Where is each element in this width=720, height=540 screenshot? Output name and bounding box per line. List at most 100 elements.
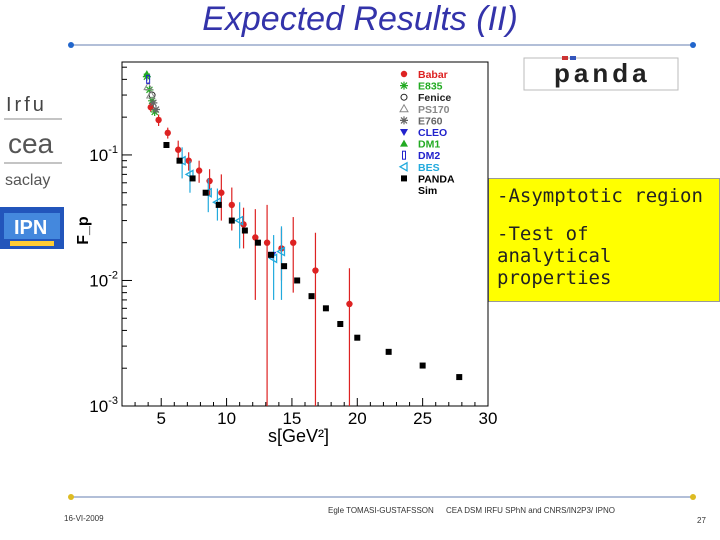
legend-entry: DM1 <box>400 139 440 151</box>
data-point <box>143 81 154 91</box>
data-point <box>402 150 406 160</box>
x-axis-label: s[GeV²] <box>268 426 329 446</box>
data-point <box>400 93 408 101</box>
data-point <box>263 239 271 246</box>
data-point <box>290 239 297 246</box>
legend-label: E760 <box>418 115 443 127</box>
data-point <box>268 251 275 258</box>
data-point <box>155 116 162 124</box>
y-tick-label: 10-2 <box>89 269 118 290</box>
logo-cea-text: cea <box>8 128 54 159</box>
data-point <box>175 146 182 153</box>
legend-entry: Fenice <box>400 92 451 104</box>
data-point <box>401 175 407 182</box>
data-point <box>308 293 315 300</box>
legend-entry: E760 <box>400 115 443 127</box>
data-point <box>346 300 353 308</box>
data-point <box>254 239 261 246</box>
rule-dot-right <box>690 494 696 500</box>
series-babar <box>147 102 353 406</box>
data-point <box>400 129 408 136</box>
panda-logo: panda <box>523 56 679 91</box>
series-ps170 <box>143 81 156 99</box>
data-point <box>276 246 286 257</box>
data-point <box>202 189 209 196</box>
data-point <box>218 189 225 196</box>
data-point <box>164 129 171 137</box>
legend-label: Babar <box>418 69 448 81</box>
x-tick-label: 5 <box>156 409 165 428</box>
x-tick-label: 25 <box>413 409 432 428</box>
data-point <box>400 81 408 90</box>
data-point <box>337 321 344 328</box>
data-point <box>240 221 247 228</box>
x-tick-label: 20 <box>348 409 367 428</box>
note-asymptotic: -Asymptotic region <box>497 185 703 207</box>
legend-entry: Babar <box>400 69 448 81</box>
data-point <box>322 305 329 312</box>
legend-label: DM1 <box>418 139 440 151</box>
legend-entry: E835 <box>400 81 443 93</box>
data-point <box>385 348 392 355</box>
note-analytical: -Test of analytical properties <box>497 223 612 289</box>
data-point <box>185 157 192 164</box>
data-point <box>145 90 156 99</box>
ipn-logo: IPN <box>0 207 64 249</box>
data-point <box>195 167 203 174</box>
data-point <box>281 263 288 270</box>
data-point <box>163 141 170 148</box>
series-e760 <box>149 98 160 114</box>
legend-label: BES <box>418 162 440 174</box>
data-point <box>228 217 235 224</box>
legend-entry: BES <box>398 161 440 174</box>
data-point <box>146 74 151 84</box>
x-tick-label: 30 <box>479 409 498 428</box>
data-point <box>419 362 426 369</box>
logo-irfu-text: Irfu <box>6 95 47 116</box>
footer-author: Egle TOMASI-GUSTAFSSON <box>328 506 434 515</box>
irfu-cea-saclay-logo: Irfu cea saclay <box>4 95 62 189</box>
legend-label: PS170 <box>418 104 450 116</box>
legend-label: CLEO <box>418 127 447 139</box>
legend-entry: CLEO <box>400 127 447 139</box>
rule-dot-right <box>690 42 696 48</box>
data-point <box>400 116 408 125</box>
legend-label: E835 <box>418 81 443 93</box>
form-factor-chart: 5 10 15 20 25 30 10-1 10-2 10-3 s[GeV²] F_p BabarE8… <box>75 61 498 446</box>
x-tick-label: 15 <box>282 409 301 428</box>
data-point <box>176 157 183 164</box>
data-point <box>456 374 463 381</box>
data-point <box>206 177 213 185</box>
bottom-rule <box>68 494 696 500</box>
data-point <box>234 215 244 226</box>
data-point <box>398 161 408 172</box>
series-dm2 <box>146 74 151 84</box>
logo-ipn-text: IPN <box>14 217 47 239</box>
slide-title: Expected Results (II) <box>202 0 518 38</box>
legend-label: PANDA <box>418 173 455 185</box>
data-point <box>151 105 160 114</box>
data-point <box>228 201 235 209</box>
page-number: 27 <box>697 516 706 525</box>
rule-dot-left <box>68 42 74 48</box>
data-point <box>150 107 159 116</box>
data-point <box>252 234 259 241</box>
y-tick-label: 10-3 <box>89 395 118 416</box>
legend-label: Sim <box>418 185 437 197</box>
legend-entry: DM2 <box>402 150 440 162</box>
data-point <box>241 227 248 234</box>
observations-box: -Asymptotic region -Test of analytical p… <box>488 178 720 302</box>
data-point <box>312 267 319 274</box>
footer-date: 16-VI-2009 <box>64 514 104 523</box>
y-axis-label: F_p <box>75 216 92 245</box>
top-rule <box>68 42 696 48</box>
legend-entry: PS170 <box>399 103 450 116</box>
x-tick-label: 10 <box>217 409 236 428</box>
legend-label: DM2 <box>418 150 440 162</box>
logo-panda-text: panda <box>554 58 651 88</box>
y-tick-label: 10-1 <box>89 144 118 165</box>
footer-affiliation: CEA DSM IRFU SPhN and CNRS/IN2P3/ IPNO <box>446 506 615 515</box>
logo-saclay-text: saclay <box>5 172 50 189</box>
data-point <box>215 201 222 208</box>
